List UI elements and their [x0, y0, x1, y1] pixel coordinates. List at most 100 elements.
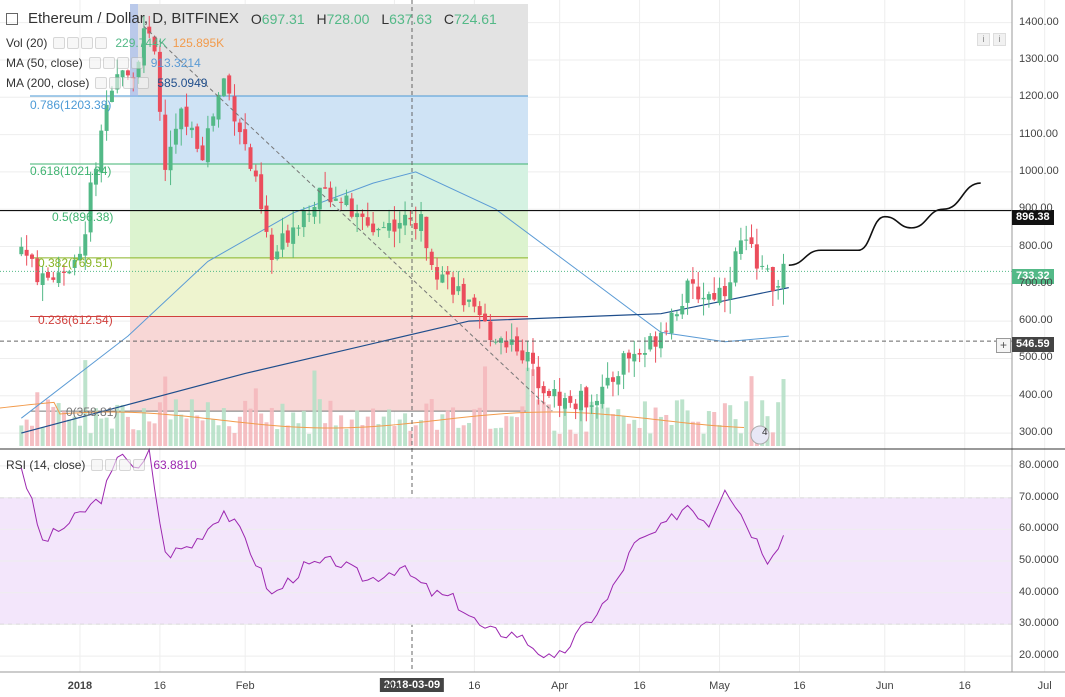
candle-body [440, 274, 445, 283]
fib-label-0786: 0.786(1203.38) [30, 98, 112, 112]
candle-body [632, 353, 637, 362]
candle-body [744, 239, 749, 241]
hline-price-tag: 896.38 [1012, 210, 1054, 225]
candle-body [152, 36, 157, 52]
volume-bar [637, 427, 642, 446]
legend-rsi[interactable]: RSI (14, close) 63.8810 [6, 458, 197, 472]
volume-bar [488, 428, 493, 446]
candle-body [642, 353, 647, 355]
volume-bar [232, 432, 237, 446]
volume-bar [371, 408, 376, 446]
volume-bar [248, 408, 253, 446]
candle-body [600, 386, 605, 404]
candlesticks [19, 15, 786, 422]
legend-buttons[interactable] [53, 37, 109, 49]
candle-body [312, 206, 317, 217]
vol-label: Vol (20) [6, 36, 48, 50]
fib-label-0618: 0.618(1021.24) [30, 164, 112, 178]
candle-body [696, 286, 701, 300]
candle-body [243, 129, 248, 145]
volume-bar [594, 407, 599, 446]
candle-body [211, 116, 216, 126]
candle-body [722, 286, 727, 297]
time-tick-label: 16 [153, 680, 167, 692]
candle-body [701, 297, 706, 300]
legend-buttons[interactable] [95, 77, 151, 89]
volume-badge-icon [750, 425, 770, 445]
volume-bar [440, 414, 445, 446]
candle-body [387, 223, 392, 231]
symbol-title[interactable]: Ethereum / Dollar, D, BITFINEX O697.31 H… [6, 10, 505, 27]
volume-bar [573, 433, 578, 446]
rsi-tick-label: 70.0000 [1019, 490, 1059, 503]
volume-bar [275, 429, 280, 446]
add-alert-icon[interactable]: + [996, 338, 1011, 353]
legend-ma200[interactable]: MA (200, close) 585.0949 [6, 76, 207, 90]
volume-bar [307, 433, 312, 446]
candle-body [594, 400, 599, 406]
volume-bar [552, 430, 557, 446]
candle-body [51, 277, 56, 280]
candle-body [706, 294, 711, 300]
volume-ma-line [0, 401, 745, 429]
volume-bar [456, 427, 461, 446]
candle-body [456, 286, 461, 292]
candle-body [765, 268, 770, 270]
volume-bar [312, 370, 317, 446]
volume-bar [227, 426, 232, 446]
volume-bar [525, 367, 530, 446]
candle-body [445, 271, 450, 275]
volume-bars [0, 360, 786, 446]
candle-body [45, 272, 50, 278]
candle-body [562, 398, 567, 409]
candle-body [323, 187, 328, 189]
volume-bar [685, 410, 690, 446]
candle-body [419, 214, 424, 231]
volume-bar [115, 404, 120, 446]
volume-bar [168, 419, 173, 446]
legend-volume[interactable]: Vol (20) 229.744K 125.895K [6, 36, 224, 50]
ohlc-low: 637.63 [389, 10, 432, 27]
candle-body [610, 377, 615, 382]
candle-body [19, 246, 24, 255]
legend-buttons[interactable] [91, 459, 147, 471]
collapse-icon[interactable] [6, 12, 18, 25]
volume-bar [35, 392, 40, 446]
fib-zone [130, 96, 528, 164]
scale-settings-icon[interactable]: i [977, 33, 990, 46]
last-price-tag: 733.32 [1012, 269, 1054, 284]
volume-bar [690, 421, 695, 446]
candle-body [227, 75, 232, 94]
candle-body [29, 254, 34, 259]
candle-body [451, 277, 456, 295]
volume-bar [605, 407, 610, 446]
candle-body [88, 182, 93, 233]
candle-body [120, 70, 125, 78]
legend-buttons[interactable] [88, 57, 145, 69]
candle-body [248, 147, 253, 169]
volume-bar [632, 419, 637, 446]
time-tick-label: Feb [235, 680, 255, 692]
candle-body [269, 234, 274, 260]
price-tick-label: 1100.00 [1019, 127, 1058, 140]
fib-trend-line [143, 26, 553, 412]
volume-bar [626, 423, 631, 446]
fib-zone [130, 210, 528, 258]
time-tick-label: 2018 [67, 680, 93, 692]
fibonacci-retracement[interactable] [0, 4, 528, 412]
volume-bar [419, 420, 424, 446]
candle-body [307, 213, 312, 215]
axes [0, 0, 1065, 673]
legend-ma50[interactable]: MA (50, close) 913.3214 [6, 56, 201, 70]
fib-label-0: 0(358.81) [66, 405, 118, 419]
volume-bar [243, 400, 248, 446]
volume-bar [56, 403, 61, 446]
volume-bar [333, 425, 338, 446]
scale-toggle-icon[interactable]: i [993, 33, 1006, 46]
candle-body [515, 336, 520, 352]
time-tick-label: Mar [384, 680, 404, 692]
candle-body [83, 234, 88, 256]
candle-body [626, 352, 631, 359]
volume-bar [515, 417, 520, 446]
